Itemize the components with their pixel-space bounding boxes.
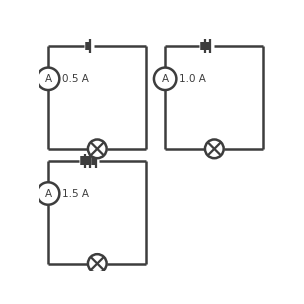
Circle shape <box>154 67 176 90</box>
Text: A: A <box>45 74 52 84</box>
Text: A: A <box>45 188 52 199</box>
Text: 1.0 A: 1.0 A <box>179 74 206 84</box>
Circle shape <box>88 140 107 158</box>
Circle shape <box>37 67 59 90</box>
Text: 1.5 A: 1.5 A <box>62 188 89 199</box>
Circle shape <box>205 140 224 158</box>
Circle shape <box>37 182 59 205</box>
Text: 0.5 A: 0.5 A <box>62 74 89 84</box>
Text: A: A <box>162 74 169 84</box>
Circle shape <box>88 254 107 273</box>
